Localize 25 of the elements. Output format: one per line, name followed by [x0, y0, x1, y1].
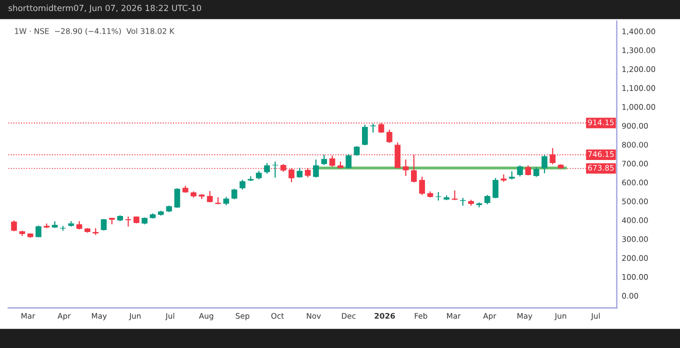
candlestick	[206, 190, 213, 203]
candlestick	[11, 220, 17, 232]
candlestick	[346, 153, 352, 169]
candlestick	[100, 218, 107, 232]
candlestick	[240, 179, 246, 190]
candlestick	[542, 154, 548, 174]
candlestick	[525, 164, 532, 176]
candlestick	[517, 164, 523, 177]
candlestick	[533, 166, 540, 178]
candlestick	[386, 129, 392, 144]
candlestick	[484, 194, 490, 205]
chart-title: shorttomidterm07, Jun 07, 2026 18:22 UTC-10	[8, 4, 202, 13]
candlestick	[419, 176, 425, 196]
candlestick	[321, 154, 328, 166]
candlestick	[354, 146, 360, 156]
candlestick	[272, 161, 278, 178]
candlestick	[174, 188, 180, 208]
candlestick	[492, 177, 498, 199]
candlestick	[362, 124, 368, 146]
candlestick	[329, 155, 336, 168]
candlestick	[125, 216, 132, 228]
candlestick	[264, 162, 270, 174]
candlestick	[402, 158, 409, 177]
candlestick	[313, 158, 319, 178]
candlestick	[231, 188, 238, 200]
